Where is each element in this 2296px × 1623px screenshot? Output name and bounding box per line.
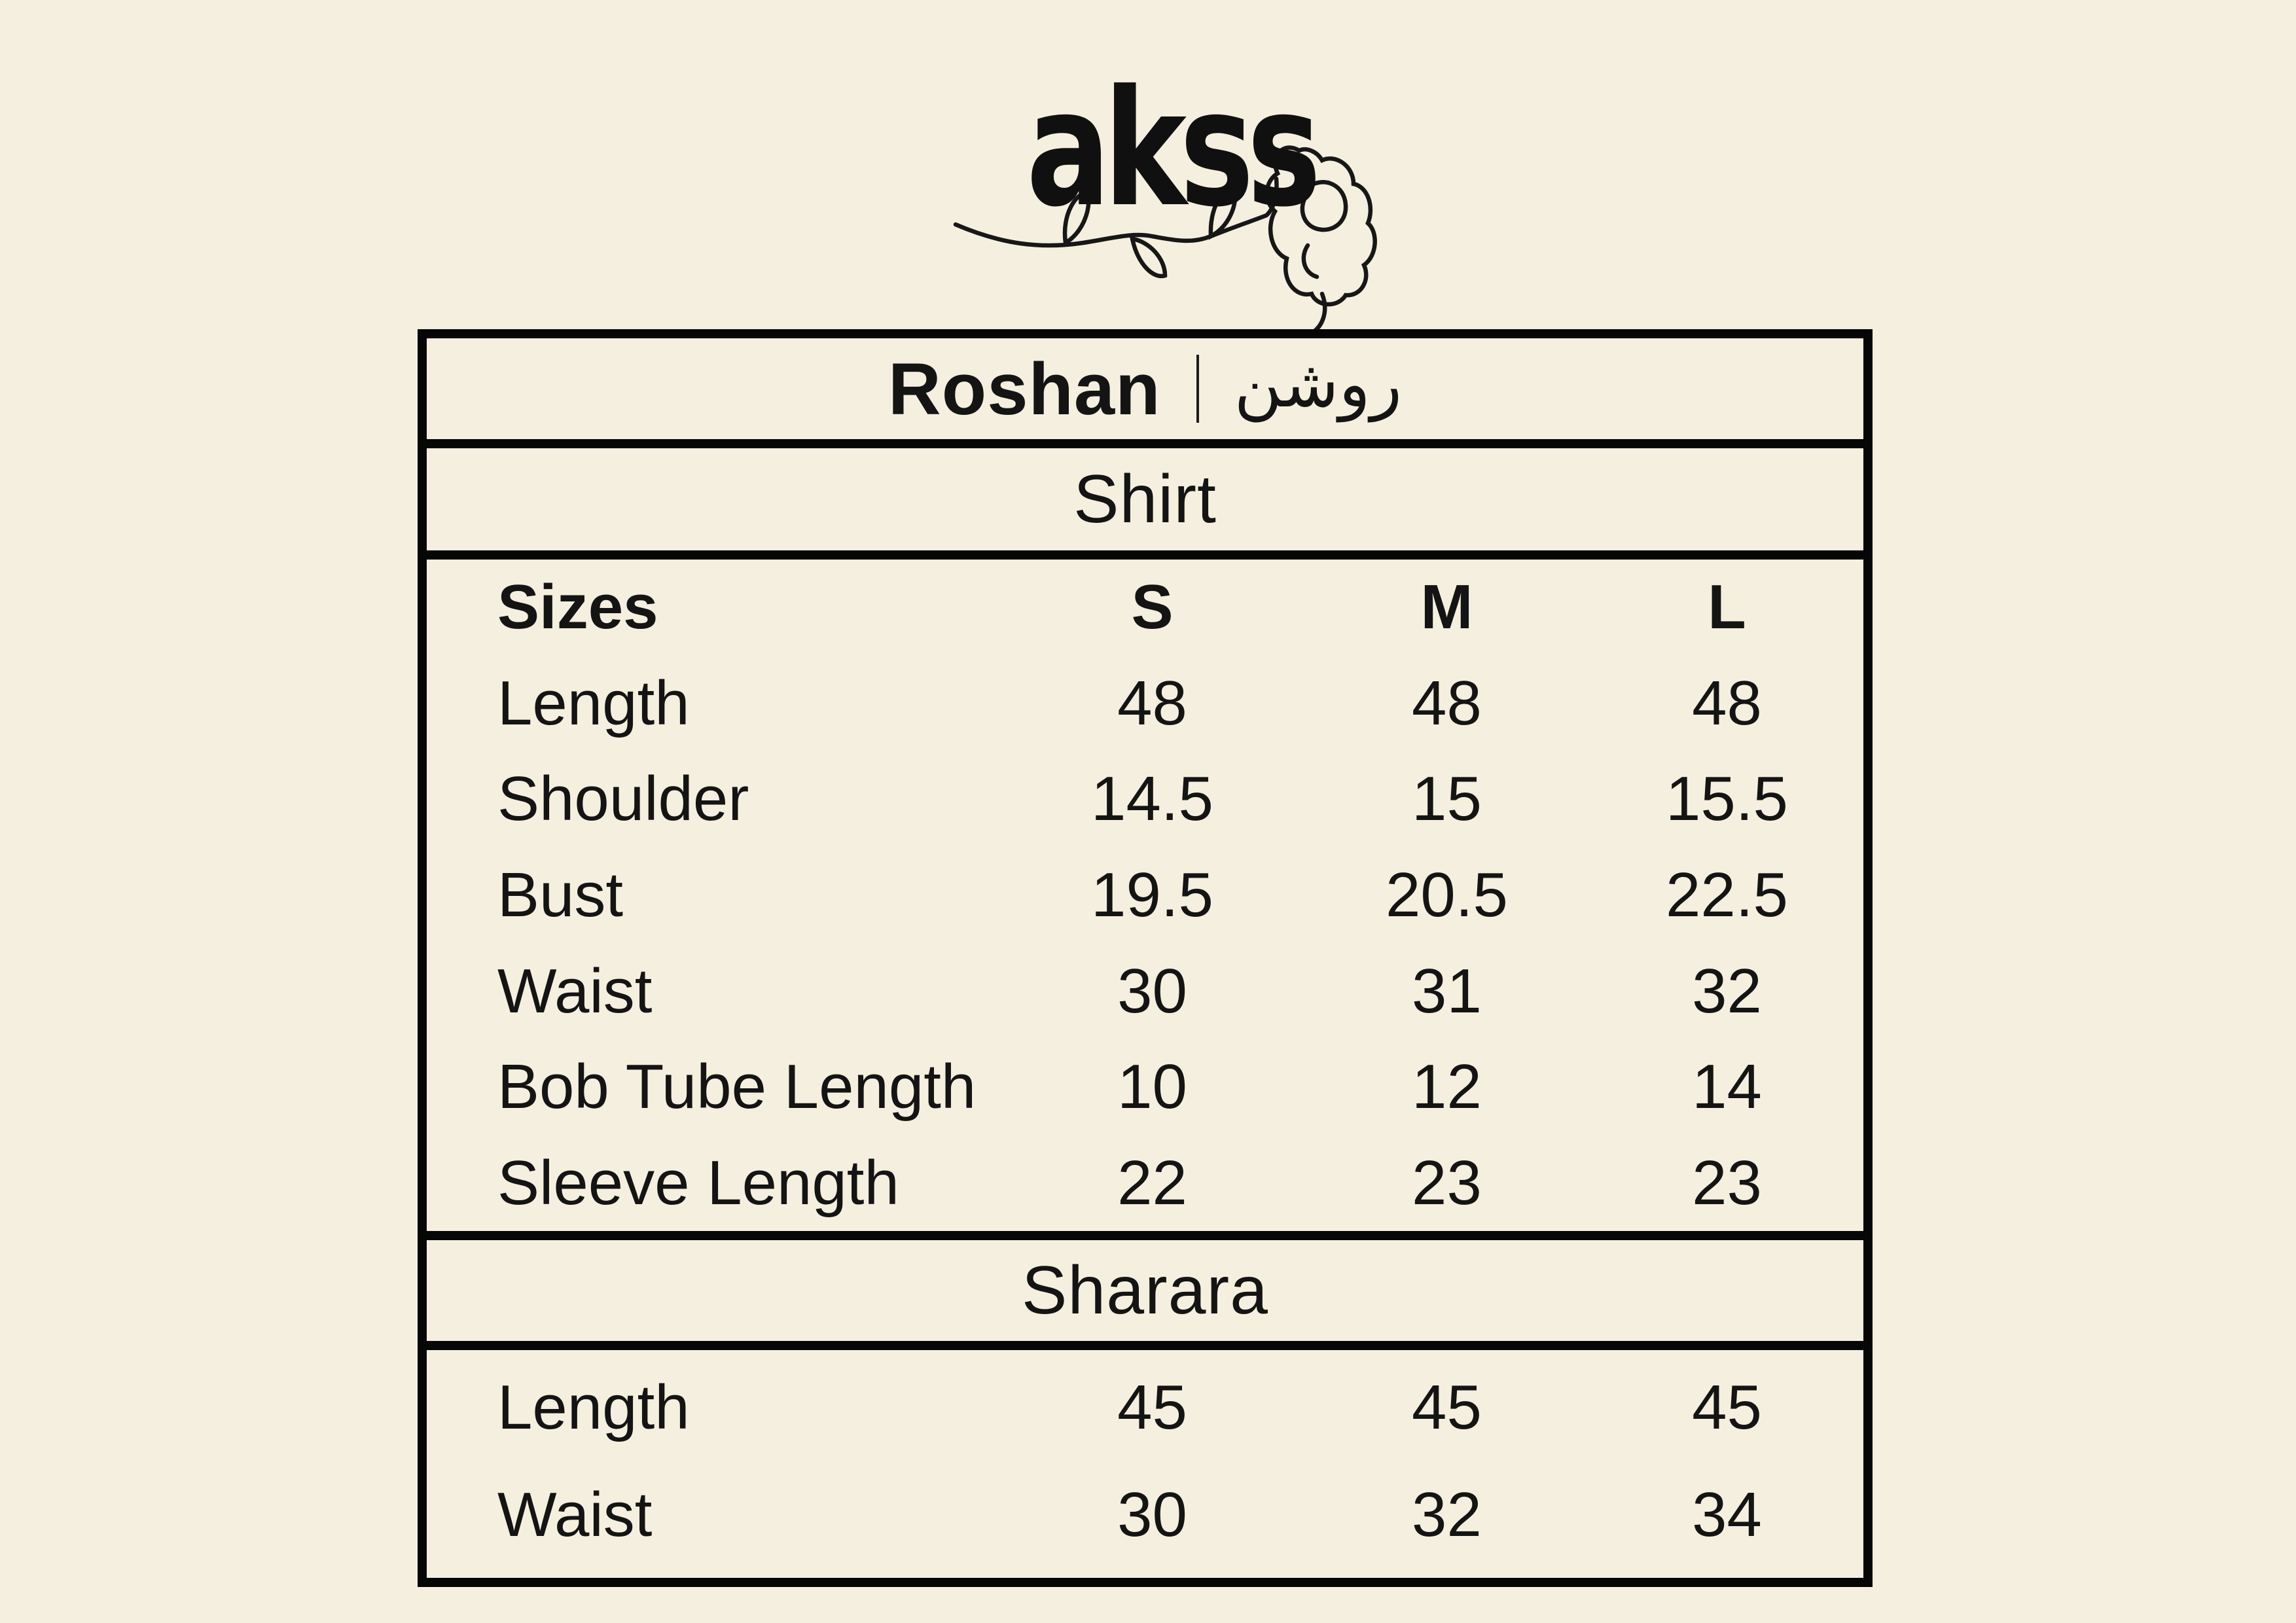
- row-label: Bust: [497, 859, 624, 930]
- table-row: Bust 19.5 20.5 22.5: [427, 859, 1863, 931]
- row-label: Waist: [497, 1480, 653, 1550]
- product-name-english: Roshan: [888, 348, 1161, 430]
- table-divider: [427, 439, 1863, 448]
- value-s: 45: [1117, 1372, 1187, 1442]
- table-divider: [427, 1341, 1863, 1350]
- value-s: 10: [1117, 1052, 1187, 1122]
- table-row: Length 45 45 45: [427, 1372, 1863, 1444]
- column-header-s: S: [1131, 572, 1174, 643]
- product-name-urdu: روشن: [1234, 346, 1403, 422]
- value-s: 19.5: [1091, 859, 1213, 930]
- value-l: 15.5: [1666, 764, 1788, 834]
- brand-logo: akss: [916, 36, 1414, 344]
- brand-wordmark: akss: [1026, 56, 1321, 242]
- column-header-l: L: [1708, 572, 1746, 643]
- value-s: 48: [1117, 668, 1187, 738]
- section-header-sharara-label: Sharara: [1022, 1252, 1268, 1329]
- value-l: 14: [1692, 1052, 1762, 1122]
- section-header-shirt: Shirt: [427, 448, 1863, 550]
- column-header-row: Sizes S M L: [427, 571, 1863, 643]
- value-l: 48: [1692, 668, 1762, 738]
- value-s: 30: [1117, 1480, 1187, 1550]
- value-l: 45: [1692, 1372, 1762, 1442]
- value-l: 32: [1692, 955, 1762, 1026]
- table-row: Length 48 48 48: [427, 668, 1863, 740]
- table-divider: [427, 1231, 1863, 1240]
- shirt-measurements: Sizes S M L Length 48 48 48 Shoulder 14.…: [427, 560, 1863, 1231]
- value-m: 23: [1412, 1147, 1482, 1218]
- title-divider: [1196, 355, 1199, 423]
- value-s: 14.5: [1091, 764, 1213, 834]
- rose-vine-icon: [953, 145, 1377, 338]
- row-label: Bob Tube Length: [497, 1052, 977, 1122]
- table-row: Bob Tube Length 10 12 14: [427, 1051, 1863, 1123]
- section-header-shirt-label: Shirt: [1073, 461, 1217, 537]
- value-m: 31: [1412, 955, 1482, 1026]
- value-l: 34: [1692, 1480, 1762, 1550]
- table-row: Shoulder 14.5 15 15.5: [427, 763, 1863, 835]
- row-label: Length: [497, 668, 690, 738]
- size-chart-table: Roshan روشن Shirt Sizes S M L Length 48 …: [418, 329, 1873, 1587]
- table-divider: [427, 550, 1863, 560]
- column-header-sizes: Sizes: [497, 572, 658, 643]
- row-label: Length: [497, 1372, 690, 1442]
- row-label: Waist: [497, 955, 653, 1026]
- row-label: Shoulder: [497, 764, 749, 834]
- section-header-sharara: Sharara: [427, 1240, 1863, 1341]
- table-row: Waist 30 32 34: [427, 1479, 1863, 1551]
- value-m: 15: [1412, 764, 1482, 834]
- value-s: 22: [1117, 1147, 1187, 1218]
- value-l: 22.5: [1666, 859, 1788, 930]
- value-m: 48: [1412, 668, 1482, 738]
- value-m: 32: [1412, 1480, 1482, 1550]
- product-title-row: Roshan روشن: [427, 338, 1863, 439]
- value-m: 12: [1412, 1052, 1482, 1122]
- value-m: 20.5: [1386, 859, 1508, 930]
- row-label: Sleeve Length: [497, 1147, 899, 1218]
- value-m: 45: [1412, 1372, 1482, 1442]
- sharara-measurements: Length 45 45 45 Waist 30 32 34: [427, 1350, 1863, 1578]
- table-row: Sleeve Length 22 23 23: [427, 1147, 1863, 1219]
- table-row: Waist 30 31 32: [427, 955, 1863, 1027]
- column-header-m: M: [1420, 572, 1473, 643]
- value-s: 30: [1117, 955, 1187, 1026]
- value-l: 23: [1692, 1147, 1762, 1218]
